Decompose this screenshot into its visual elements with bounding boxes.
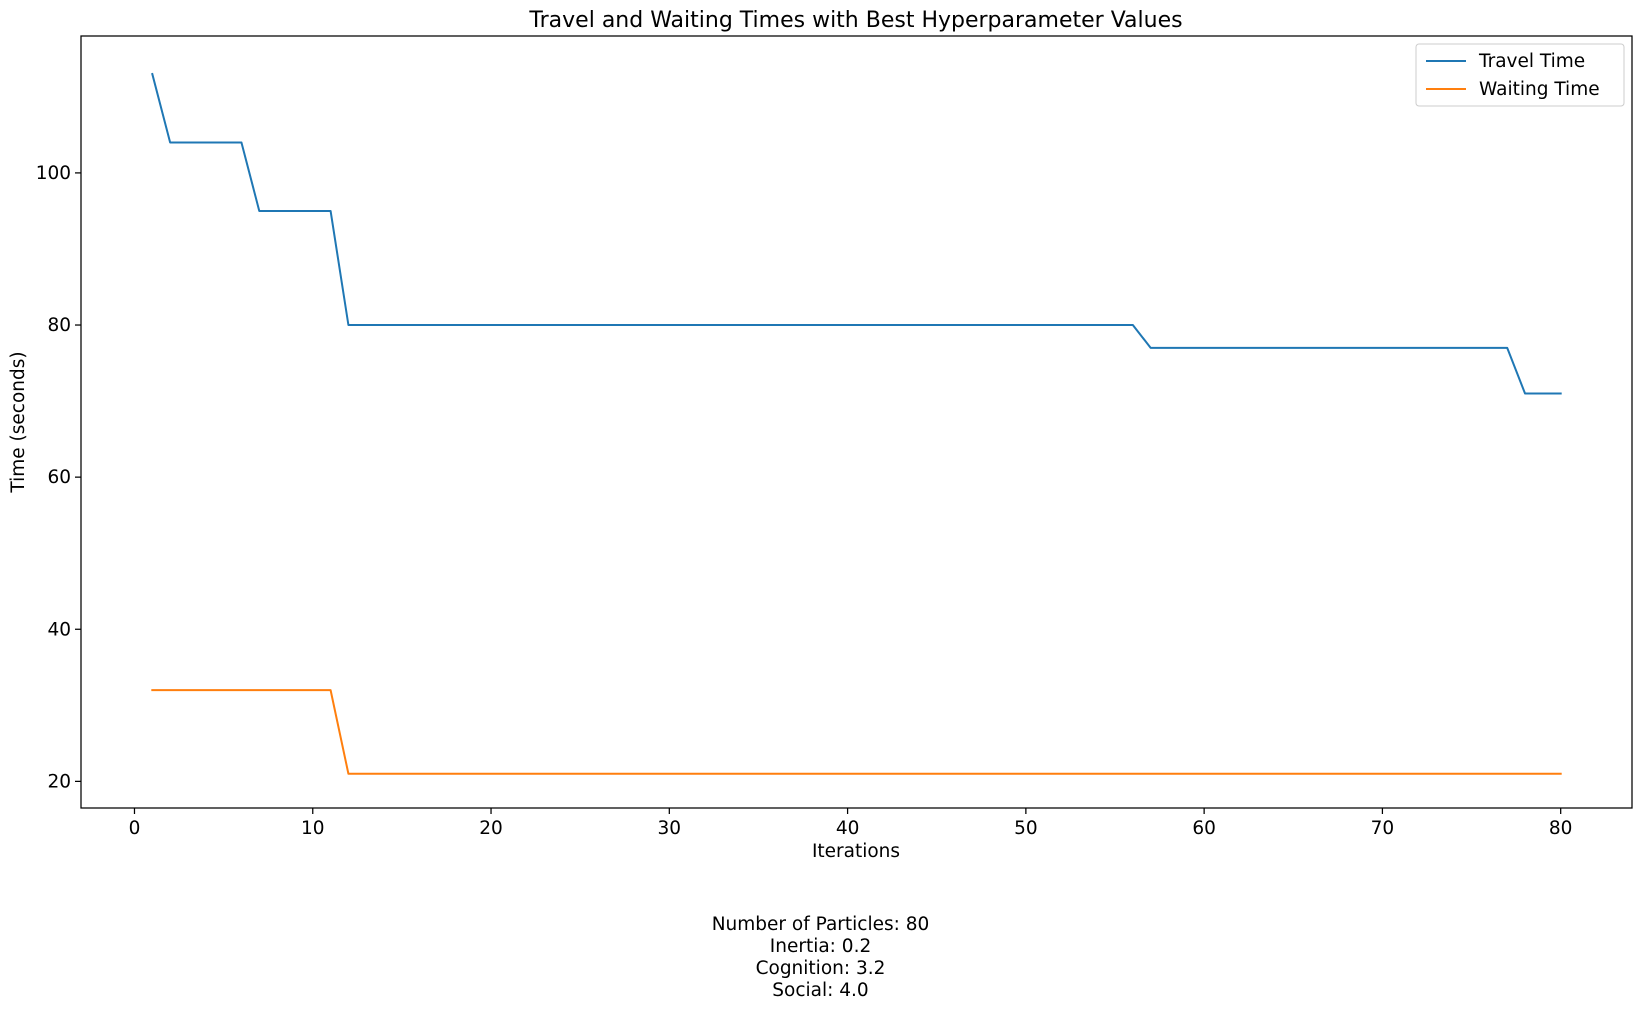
legend-box [1415,43,1625,107]
series-line-1 [151,689,1562,775]
caption-social: Social: 4.0 [772,980,869,1001]
x-tick-label: 80 [1549,818,1573,839]
x-tick-label: 40 [836,818,860,839]
legend-label-1: Waiting Time [1479,79,1600,100]
x-axis-label: Iterations [812,841,900,862]
legend-label-0: Travel Time [1478,51,1585,72]
x-tick-label: 10 [301,818,325,839]
legend: Travel Time Waiting Time [1415,43,1625,107]
x-tick-label: 30 [658,818,682,839]
y-tick-label: 80 [47,315,71,336]
x-axis: 0 10 20 30 40 50 60 70 80 [129,808,1573,839]
x-tick-label: 0 [129,818,141,839]
x-tick-label: 50 [1014,818,1038,839]
y-tick-label: 40 [47,619,71,640]
x-tick-label: 20 [479,818,503,839]
series-line-0 [151,72,1562,395]
plot-area [80,35,1633,809]
caption-inertia: Inertia: 0.2 [769,936,872,957]
caption-particles: Number of Particles: 80 [711,914,930,935]
caption-cognition: Cognition: 3.2 [755,958,886,979]
y-tick-label: 20 [47,771,71,792]
y-tick-label: 100 [36,163,71,184]
chart-title: Travel and Waiting Times with Best Hyper… [528,8,1182,33]
x-tick-label: 60 [1192,818,1216,839]
series-layer [151,72,1562,775]
y-axis-label: Time (seconds) [8,351,29,493]
hyperparameter-caption: Number of Particles: 80 Inertia: 0.2 Cog… [0,914,1641,1002]
x-tick-label: 70 [1371,818,1395,839]
y-axis: 20 40 60 80 100 [36,163,81,792]
y-tick-label: 60 [47,467,71,488]
